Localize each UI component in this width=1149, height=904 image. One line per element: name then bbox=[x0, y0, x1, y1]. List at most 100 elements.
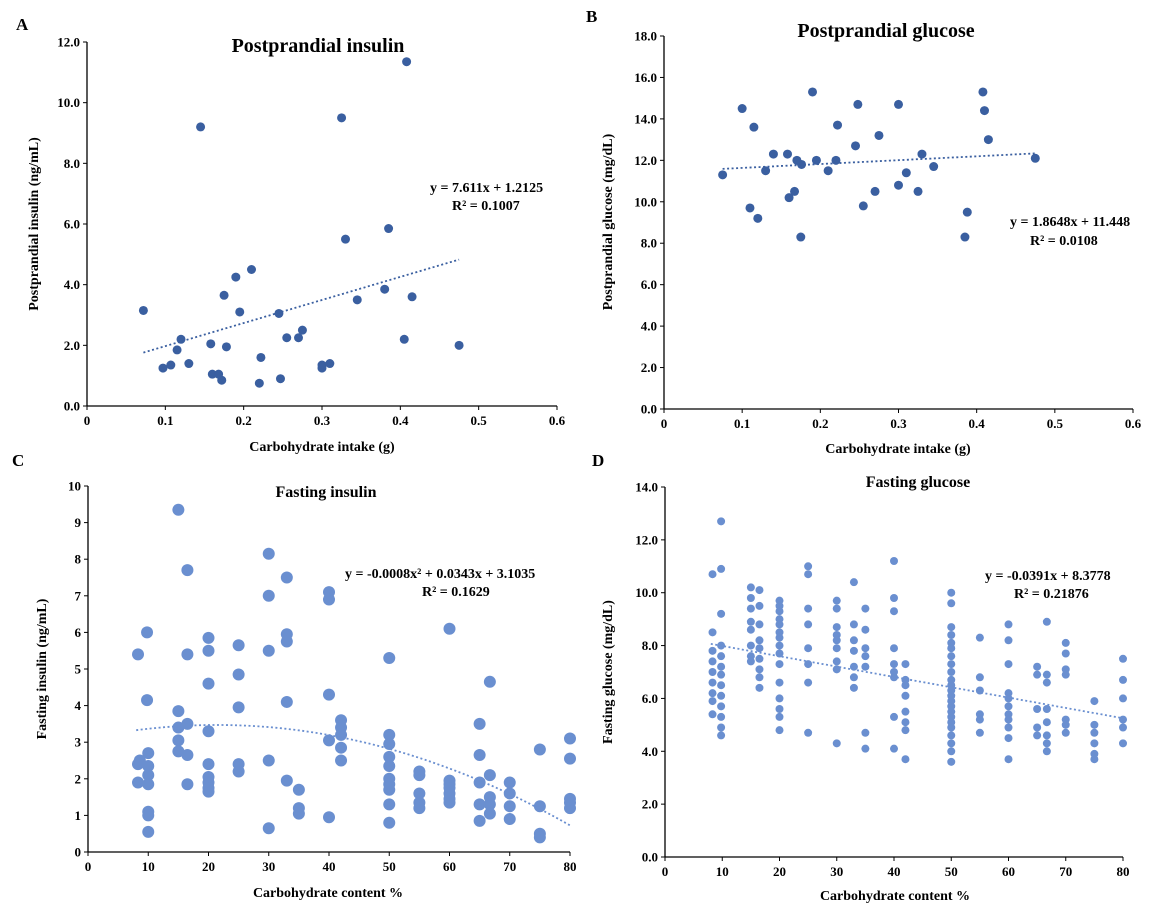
data-point bbox=[172, 705, 185, 718]
y-tick-label: 4.0 bbox=[64, 277, 80, 292]
data-point bbox=[483, 807, 496, 820]
chart-title: Fasting glucose bbox=[866, 474, 970, 491]
data-point bbox=[196, 122, 206, 132]
data-point bbox=[890, 744, 898, 753]
data-point bbox=[775, 726, 784, 735]
x-tick-label: 0.4 bbox=[969, 416, 986, 431]
x-tick-label: 20 bbox=[773, 864, 786, 879]
data-point bbox=[132, 648, 145, 661]
y-tick-label: 0 bbox=[75, 845, 82, 860]
data-point bbox=[861, 625, 870, 634]
data-point bbox=[901, 660, 910, 669]
data-point bbox=[832, 739, 841, 748]
data-point bbox=[708, 646, 717, 655]
x-tick-label: 10 bbox=[142, 859, 155, 874]
data-point bbox=[708, 668, 717, 676]
data-point bbox=[1042, 678, 1051, 687]
data-point bbox=[202, 677, 215, 690]
data-point bbox=[1119, 694, 1127, 703]
data-point bbox=[849, 673, 858, 682]
data-point bbox=[890, 607, 898, 616]
data-point bbox=[383, 783, 396, 796]
data-point bbox=[755, 586, 764, 595]
data-point bbox=[929, 162, 939, 172]
data-point bbox=[849, 636, 858, 645]
data-point bbox=[172, 345, 182, 355]
trend-equation: y = 1.8648x + 11.448 bbox=[1010, 215, 1130, 230]
data-point bbox=[292, 807, 305, 820]
data-point bbox=[202, 785, 215, 798]
data-point bbox=[775, 641, 784, 650]
data-point bbox=[232, 701, 245, 714]
data-point bbox=[708, 689, 717, 698]
panel-b: B 0.0 2.0 4.0 6.0 8.0 10.0 12.0 14.0 16.0 18.0 0 0.1… bbox=[586, 7, 1142, 457]
data-point bbox=[983, 135, 993, 145]
data-point bbox=[181, 648, 194, 661]
y-tick-label: 6.0 bbox=[642, 691, 658, 706]
data-point bbox=[407, 292, 417, 302]
data-point bbox=[235, 307, 245, 317]
data-point bbox=[890, 660, 898, 669]
y-tick-label: 2.0 bbox=[642, 797, 658, 812]
data-point bbox=[746, 657, 755, 666]
data-point bbox=[755, 683, 764, 692]
data-point bbox=[861, 728, 870, 737]
data-point bbox=[894, 99, 903, 109]
data-point bbox=[1090, 739, 1099, 748]
data-point bbox=[849, 578, 858, 587]
data-point bbox=[141, 626, 154, 639]
data-point bbox=[1004, 636, 1013, 645]
r-squared-label: R² = 0.0108 bbox=[1030, 234, 1098, 249]
y-tick-label: 12.0 bbox=[57, 35, 80, 50]
data-point bbox=[858, 201, 868, 211]
data-point bbox=[890, 594, 898, 602]
data-point bbox=[775, 705, 784, 713]
data-point bbox=[947, 652, 956, 661]
y-axis-label: Postprandial glucose (mg/dL) bbox=[601, 133, 616, 310]
data-point bbox=[851, 141, 861, 151]
trend-line bbox=[136, 724, 571, 827]
data-point bbox=[564, 732, 576, 745]
data-point bbox=[176, 334, 186, 344]
data-point bbox=[960, 232, 970, 242]
data-point bbox=[383, 759, 396, 772]
y-tick-label: 9 bbox=[75, 515, 82, 530]
x-tick-label: 60 bbox=[1002, 864, 1015, 879]
x-tick-label: 0.2 bbox=[236, 413, 252, 428]
data-point bbox=[232, 765, 245, 778]
y-tick-label: 8.0 bbox=[642, 638, 658, 653]
data-point bbox=[294, 333, 303, 343]
data-point bbox=[142, 809, 155, 822]
data-point bbox=[947, 747, 956, 756]
y-axis-label: Fasting glucose (mg/dL) bbox=[601, 600, 616, 744]
data-point bbox=[564, 802, 576, 815]
data-point bbox=[746, 594, 755, 602]
data-point bbox=[202, 725, 215, 738]
y-tick-label: 6.0 bbox=[641, 277, 657, 292]
y-tick-label: 4.0 bbox=[642, 744, 658, 759]
data-point bbox=[808, 87, 818, 97]
data-point bbox=[1090, 697, 1099, 706]
x-tick-label: 0.6 bbox=[1125, 416, 1142, 431]
y-tick-label: 6 bbox=[75, 625, 82, 640]
x-tick-label: 0 bbox=[661, 416, 668, 431]
y-tick-label: 10.0 bbox=[57, 95, 80, 110]
data-point bbox=[292, 783, 305, 796]
data-point bbox=[262, 822, 275, 835]
data-point bbox=[564, 752, 576, 765]
y-tick-label: 4.0 bbox=[641, 319, 657, 334]
y-tick-label: 12.0 bbox=[634, 153, 657, 168]
data-point bbox=[717, 670, 726, 679]
data-point bbox=[746, 604, 755, 613]
data-point bbox=[323, 811, 335, 824]
data-point bbox=[1119, 723, 1127, 732]
data-point bbox=[383, 816, 396, 829]
x-tick-label: 0.5 bbox=[471, 413, 488, 428]
data-point bbox=[832, 665, 841, 674]
data-point bbox=[874, 130, 884, 140]
data-point bbox=[473, 749, 486, 762]
data-point bbox=[383, 798, 396, 811]
data-point bbox=[1033, 731, 1042, 740]
data-point bbox=[1030, 153, 1040, 163]
x-tick-label: 0.5 bbox=[1047, 416, 1064, 431]
